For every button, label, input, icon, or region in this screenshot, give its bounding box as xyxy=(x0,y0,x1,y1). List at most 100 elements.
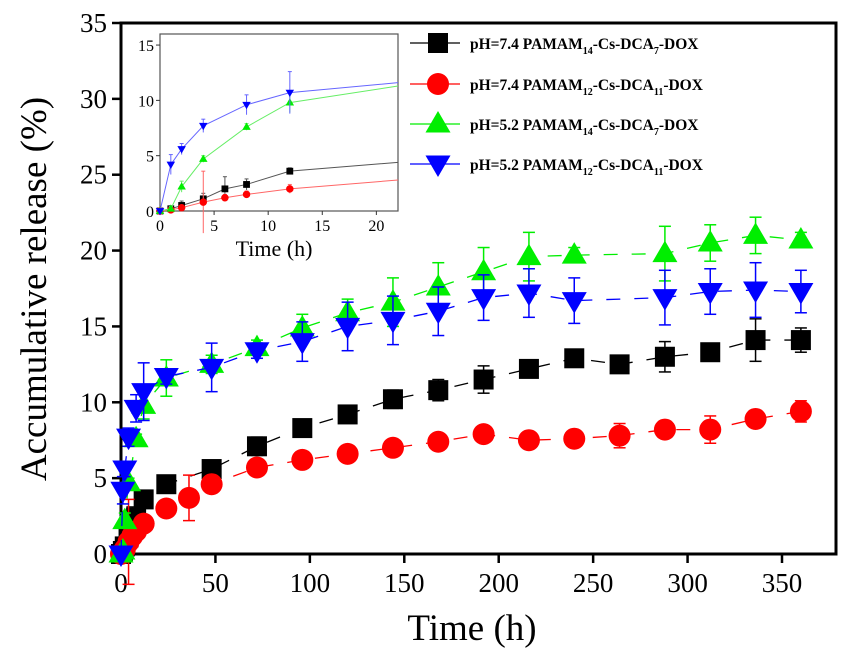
series-line xyxy=(120,289,801,555)
data-point xyxy=(155,497,178,520)
inset-y-tick-label: 10 xyxy=(138,93,154,110)
legend-label: pH=7.4 PAMAM14-Cs-DCA7-DOX xyxy=(470,36,699,57)
inset-frame xyxy=(159,33,399,212)
legend-text-part: -Cs-DCA xyxy=(593,36,655,53)
y-tick-label: 10 xyxy=(80,387,107,417)
legend-label: pH=7.4 PAMAM12-Cs-DCA11-DOX xyxy=(470,77,704,98)
inset-data-point xyxy=(285,89,295,98)
data-point xyxy=(201,459,222,480)
legend-label: pH=5.2 PAMAM14-Cs-DCA7-DOX xyxy=(470,117,699,138)
data-point xyxy=(245,456,268,479)
data-point xyxy=(110,481,136,504)
legend-subscript: 12 xyxy=(583,167,593,178)
data-point xyxy=(112,460,138,483)
data-point xyxy=(564,348,585,369)
data-point xyxy=(336,442,359,465)
inset-data-point xyxy=(221,193,229,202)
data-point xyxy=(653,418,676,441)
data-point xyxy=(116,428,142,451)
x-tick-label: 300 xyxy=(667,568,708,598)
inset-data-point xyxy=(199,154,208,162)
inset-data-point xyxy=(166,161,176,169)
legend-text-part: -DOX xyxy=(659,117,699,134)
data-point xyxy=(337,404,358,425)
data-point xyxy=(697,229,723,252)
legend-text-part: pH=5.2 PAMAM xyxy=(470,117,583,134)
inset-y-tick-label: 5 xyxy=(146,149,154,166)
data-point xyxy=(471,258,497,281)
data-point xyxy=(428,380,449,401)
legend-text-part: pH=7.4 PAMAM xyxy=(470,77,583,94)
legend-subscript: 14 xyxy=(583,46,593,57)
data-point xyxy=(153,367,179,390)
data-point xyxy=(108,545,134,567)
data-point xyxy=(335,317,361,340)
inset-x-axis-title: Time (h) xyxy=(236,236,313,261)
y-tick-label: 20 xyxy=(80,236,107,266)
legend-text-part: -DOX xyxy=(659,36,699,53)
legend-item: pH=7.4 PAMAM12-Cs-DCA11-DOX xyxy=(410,73,704,98)
data-point xyxy=(608,424,631,447)
legend-text-part: -Cs-DCA xyxy=(593,117,655,134)
y-tick-label: 35 xyxy=(80,8,107,38)
legend-subscript: 7 xyxy=(654,127,659,138)
y-tick-label: 0 xyxy=(94,539,108,569)
data-point xyxy=(788,226,814,249)
data-point xyxy=(652,240,678,263)
data-point xyxy=(244,342,270,364)
x-tick-label: 350 xyxy=(762,568,803,598)
legend-marker-triangle-up xyxy=(425,111,451,133)
x-tick-label: 50 xyxy=(202,568,229,598)
y-axis-title: Accumulative release (%) xyxy=(14,97,55,481)
x-tick-label: 200 xyxy=(478,568,519,598)
data-point xyxy=(112,507,138,530)
data-point xyxy=(123,399,149,422)
data-point xyxy=(382,389,403,410)
x-tick-label: 100 xyxy=(290,568,331,598)
inset-data-point xyxy=(177,203,186,212)
y-tick-label: 25 xyxy=(80,160,107,190)
inset-data-point xyxy=(177,182,186,190)
data-point xyxy=(133,489,154,510)
inset-data-point xyxy=(286,185,294,193)
series-triangle-down xyxy=(108,261,814,567)
data-point xyxy=(425,302,451,325)
data-point xyxy=(292,418,313,439)
legend-marker-triangle-down xyxy=(425,155,451,177)
data-point xyxy=(561,292,587,314)
legend-marker-circle xyxy=(427,73,449,95)
data-point xyxy=(427,430,450,453)
legend-text-part: -DOX xyxy=(663,77,703,94)
inset-data-point xyxy=(221,185,229,193)
data-point xyxy=(789,400,812,423)
y-tick-label: 5 xyxy=(94,463,108,493)
inset-data-point xyxy=(243,181,250,188)
legend-text-part: pH=5.2 PAMAM xyxy=(470,157,583,174)
data-point xyxy=(743,222,769,244)
data-point xyxy=(699,418,722,441)
inset-data-point xyxy=(286,167,294,175)
data-point xyxy=(156,474,177,495)
inset-data-point xyxy=(199,198,208,206)
legend-item: pH=5.2 PAMAM14-Cs-DCA7-DOX xyxy=(410,111,699,138)
legend-text-part: -DOX xyxy=(663,157,703,174)
legend-subscript: 11 xyxy=(654,87,663,98)
data-point xyxy=(516,284,542,307)
data-point xyxy=(518,358,539,379)
inset-x-tick-label: 10 xyxy=(260,218,276,235)
x-tick-label: 0 xyxy=(114,568,128,598)
data-point xyxy=(700,342,721,363)
data-point xyxy=(654,346,675,367)
series-square xyxy=(111,318,811,564)
data-point xyxy=(563,427,586,450)
series-line xyxy=(120,410,801,555)
data-point xyxy=(200,473,223,496)
data-point xyxy=(697,283,723,305)
inset-data-point xyxy=(155,208,165,216)
data-point xyxy=(516,243,542,266)
data-point xyxy=(199,358,225,381)
legend-item: pH=7.4 PAMAM14-Cs-DCA7-DOX xyxy=(410,33,699,57)
inset-data-point xyxy=(199,122,208,131)
